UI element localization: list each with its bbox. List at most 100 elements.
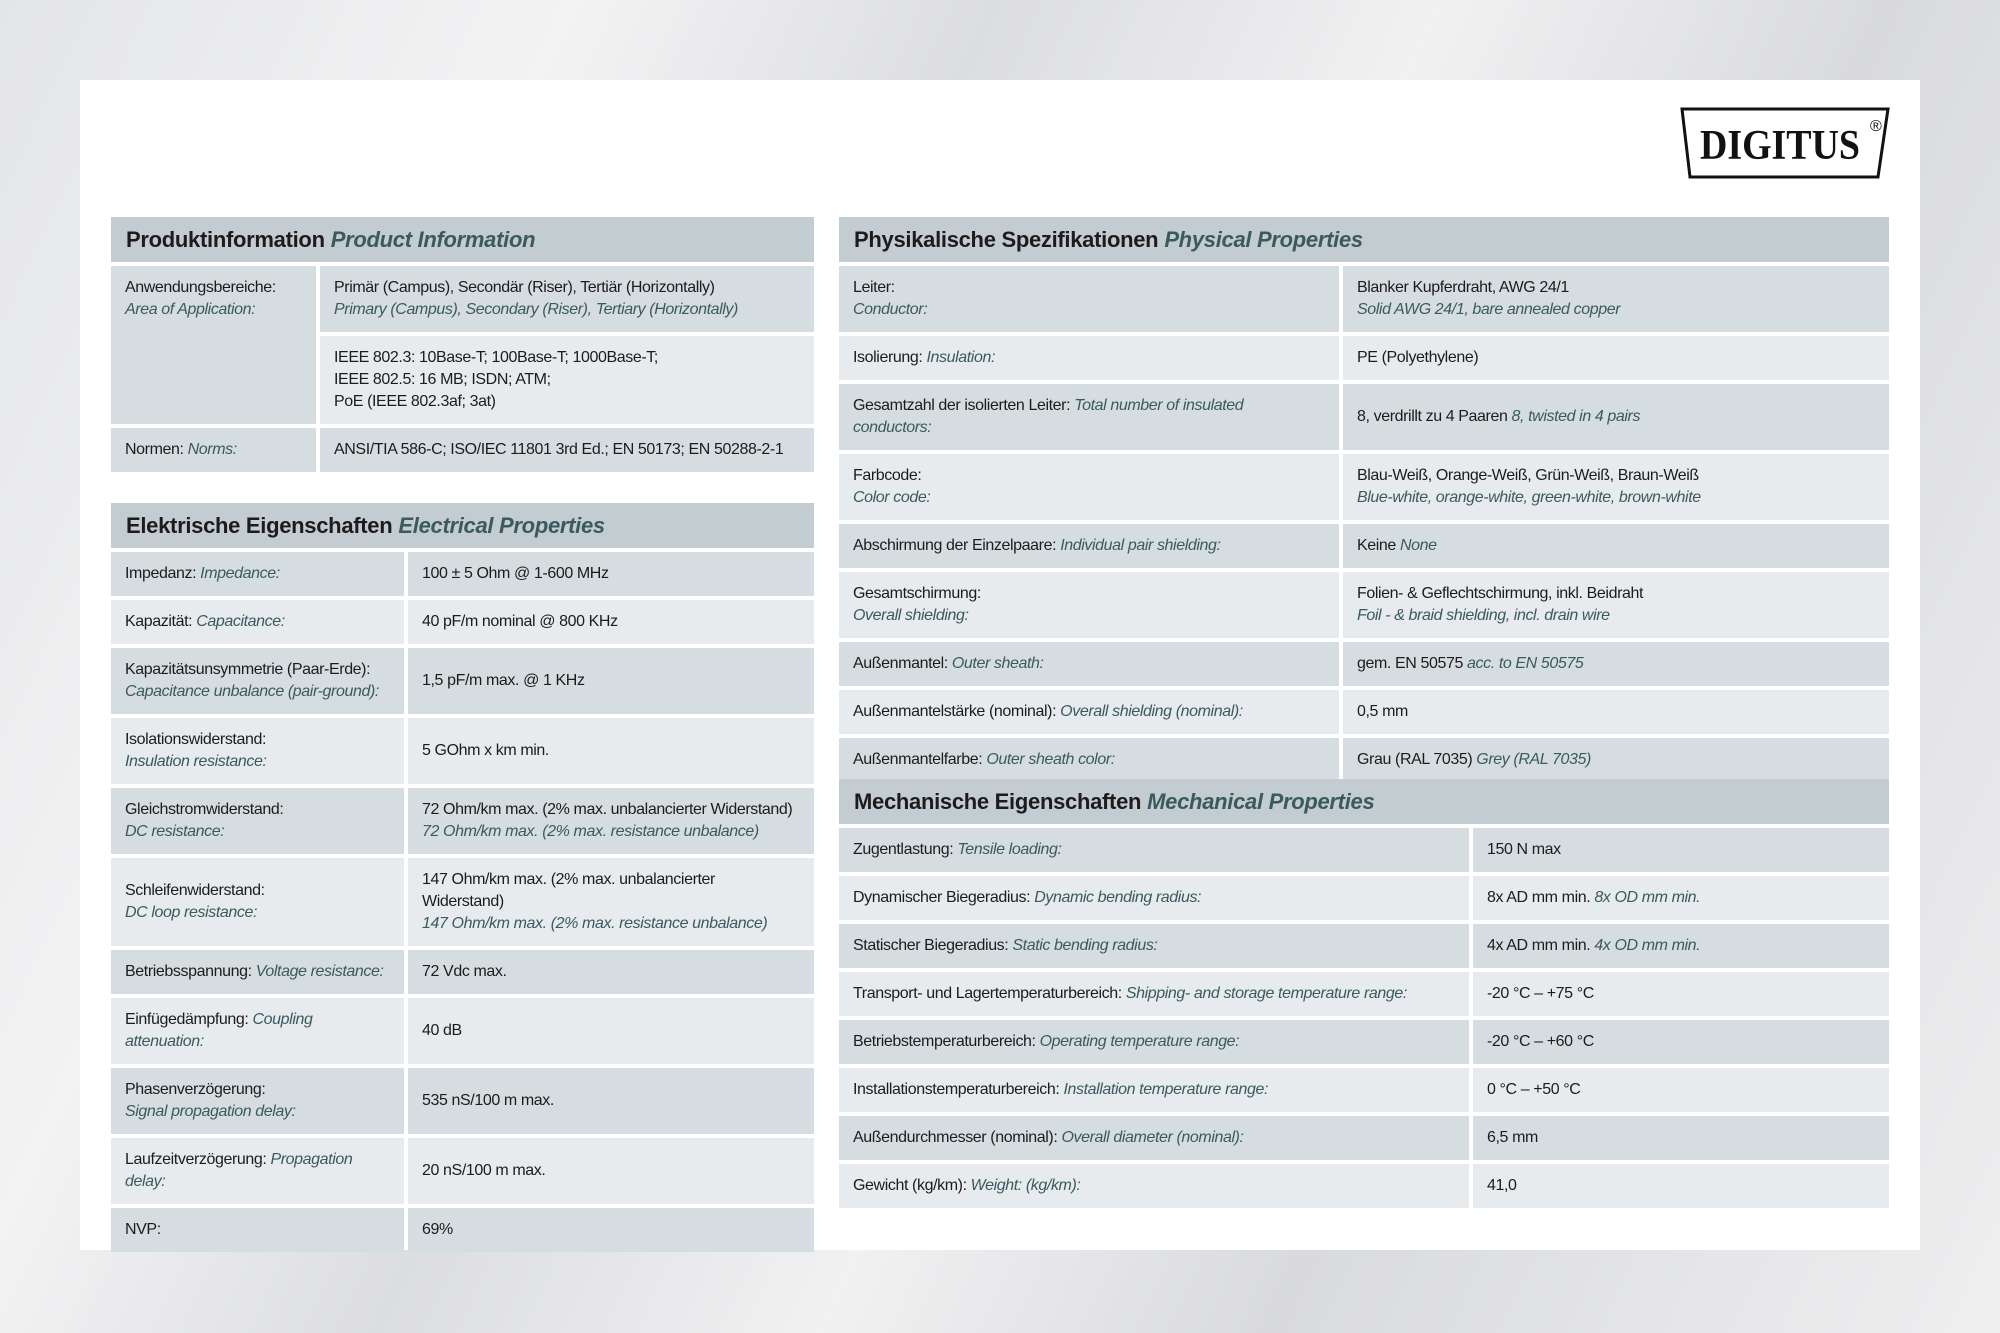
value-de: 40 dB	[422, 1022, 462, 1039]
label-cell: Außendurchmesser (nominal): Overall diam…	[839, 1116, 1469, 1160]
label-de: Abschirmung der Einzelpaare:	[853, 537, 1057, 554]
value-cell: PE (Polyethylene)	[1343, 336, 1889, 380]
title-de: Mechanische Eigenschaften	[854, 788, 1142, 814]
label-cell: Außenmantel: Outer sheath:	[839, 642, 1339, 686]
title-de: Physikalische Spezifikationen	[854, 226, 1159, 252]
svg-text:®: ®	[1870, 118, 1882, 135]
product-information-table: Produktinformation Product Information A…	[111, 217, 814, 476]
value-en: 147 Ohm/km max. (2% max. resistance unba…	[422, 915, 768, 932]
table-row: Außenmantel: Outer sheath: gem. EN 50575 …	[839, 642, 1889, 686]
label-cell: NVP:	[111, 1208, 404, 1252]
label-de: Transport- und Lagertemperaturbereich:	[853, 985, 1122, 1002]
value-de: Blanker Kupferdraht, AWG 24/1	[1357, 279, 1569, 296]
value-en: acc. to EN 50575	[1467, 655, 1584, 672]
table-row: Schleifenwiderstand: DC loop resistance: 1…	[111, 858, 814, 946]
label-en: Color code:	[853, 489, 931, 506]
label-en: DC resistance:	[125, 823, 225, 840]
table-row: Zugentlastung: Tensile loading: 150 N max	[839, 828, 1889, 872]
value-cell: Grau (RAL 7035) Grey (RAL 7035)	[1343, 738, 1889, 782]
table-row: Betriebsspannung: Voltage resistance: 72 …	[111, 950, 814, 994]
value-cell: 40 dB	[408, 998, 814, 1064]
value-en: 8x OD mm min.	[1594, 889, 1701, 906]
value-cell: 8, verdrillt zu 4 Paaren 8, twisted in 4…	[1343, 384, 1889, 450]
label-de: Zugentlastung:	[853, 841, 954, 858]
label-de: Kapazitätsunsymmetrie (Paar-Erde):	[125, 661, 371, 678]
value-de: 20 nS/100 m max.	[422, 1162, 546, 1179]
value-de: 4x AD mm min.	[1487, 937, 1591, 954]
label-de: Außenmantel:	[853, 655, 948, 672]
title-de: Elektrische Eigenschaften	[126, 512, 393, 538]
table-row: Isolierung: Insulation: PE (Polyethylene)	[839, 336, 1889, 380]
value-en: 8, twisted in 4 pairs	[1511, 408, 1641, 425]
label-en: Signal propagation delay:	[125, 1103, 296, 1120]
label-de: Betriebstemperaturbereich:	[853, 1033, 1036, 1050]
table-row: Kapazität: Capacitance: 40 pF/m nominal @…	[111, 600, 814, 644]
label-en: Area of Application:	[125, 301, 256, 318]
label-en: Capacitance:	[196, 613, 285, 630]
label-cell: Gleichstromwiderstand: DC resistance:	[111, 788, 404, 854]
value-en: Primary (Campus), Secondary (Riser), Ter…	[334, 301, 738, 318]
table-row: Transport- und Lagertemperaturbereich: S…	[839, 972, 1889, 1016]
value-cell: 147 Ohm/km max. (2% max. unbalancierter …	[408, 858, 814, 946]
label-en: Outer sheath color:	[986, 751, 1115, 768]
label-en: Individual pair shielding:	[1060, 537, 1221, 554]
label-de: Phasenverzögerung:	[125, 1081, 266, 1098]
label-de: Installationstemperaturbereich:	[853, 1081, 1060, 1098]
table-row: Gleichstromwiderstand: DC resistance: 72 O…	[111, 788, 814, 854]
table-row: Isolationswiderstand: Insulation resistan…	[111, 718, 814, 784]
value-de: 1,5 pF/m max. @ 1 KHz	[422, 672, 585, 689]
value-de: 6,5 mm	[1487, 1129, 1538, 1146]
label-en: Overall shielding:	[853, 607, 969, 624]
label-en: Overall shielding (nominal):	[1060, 703, 1243, 720]
title-de: Produktinformation	[126, 226, 325, 252]
label-cell: Installationstemperaturbereich: Installa…	[839, 1068, 1469, 1112]
value-en: Grey (RAL 7035)	[1476, 751, 1591, 768]
label-de: Statischer Biegeradius:	[853, 937, 1009, 954]
label-cell: Betriebstemperaturbereich: Operating tem…	[839, 1020, 1469, 1064]
value-en: Foil - & braid shielding, incl. drain wi…	[1357, 607, 1610, 624]
label-de: Dynamischer Biegeradius:	[853, 889, 1031, 906]
value-de: Blau-Weiß, Orange-Weiß, Grün-Weiß, Braun…	[1357, 467, 1699, 484]
label-en: Overall diameter (nominal):	[1061, 1129, 1244, 1146]
label-de: Kapazität:	[125, 613, 193, 630]
value-cell: 41,0	[1473, 1164, 1889, 1208]
label-de: Isolationswiderstand:	[125, 731, 267, 748]
label-cell: Kapazität: Capacitance:	[111, 600, 404, 644]
value-de: 100 ± 5 Ohm @ 1-600 MHz	[422, 565, 609, 582]
value-de: 535 nS/100 m max.	[422, 1092, 554, 1109]
label-en: Capacitance unbalance (pair-ground):	[125, 683, 379, 700]
value-cell-standards: IEEE 802.3: 10Base-T; 100Base-T; 1000Bas…	[320, 336, 814, 424]
value-cell: 6,5 mm	[1473, 1116, 1889, 1160]
label-en: Norms:	[187, 441, 238, 458]
label-de: NVP:	[125, 1221, 161, 1238]
value-de: 150 N max	[1487, 841, 1561, 858]
label-de: Betriebsspannung:	[125, 963, 252, 980]
label-en: Weight: (kg/km):	[970, 1177, 1081, 1194]
value-cell: 150 N max	[1473, 828, 1889, 872]
label-en: Coupling attenuation:	[125, 1011, 313, 1050]
value-cell: 5 GOhm x km min.	[408, 718, 814, 784]
label-cell: Schleifenwiderstand: DC loop resistance:	[111, 858, 404, 946]
value-en: Solid AWG 24/1, bare annealed copper	[1357, 301, 1621, 318]
table-row: Einfügedämpfung: Coupling attenuation: 40…	[111, 998, 814, 1064]
label-cell: Phasenverzögerung: Signal propagation del…	[111, 1068, 404, 1134]
label-en: Insulation resistance:	[125, 753, 267, 770]
table-row: Abschirmung der Einzelpaare: Individual …	[839, 524, 1889, 568]
table-row: Betriebstemperaturbereich: Operating tem…	[839, 1020, 1889, 1064]
table-row: Kapazitätsunsymmetrie (Paar-Erde): Capaci…	[111, 648, 814, 714]
physical-properties-table: Physikalische Spezifikationen Physical Pr…	[839, 217, 1889, 786]
value-de: Primär (Campus), Secondär (Riser), Terti…	[334, 279, 715, 296]
label-cell: Einfügedämpfung: Coupling attenuation:	[111, 998, 404, 1064]
value-cell: 72 Ohm/km max. (2% max. unbalancierter W…	[408, 788, 814, 854]
svg-text:DIGITUS: DIGITUS	[1700, 123, 1860, 169]
value-cell: -20 °C – +75 °C	[1473, 972, 1889, 1016]
value-cell: 100 ± 5 Ohm @ 1-600 MHz	[408, 552, 814, 596]
table-row: Gewicht (kg/km): Weight: (kg/km): 41,0	[839, 1164, 1889, 1208]
value-cell: 40 pF/m nominal @ 800 KHz	[408, 600, 814, 644]
value-de: gem. EN 50575	[1357, 655, 1463, 672]
value-de: Grau (RAL 7035)	[1357, 751, 1473, 768]
value-cell: Primär (Campus), Secondär (Riser), Terti…	[320, 266, 814, 332]
label-en: Total number of insulated conductors:	[853, 397, 1244, 436]
value-de: 72 Vdc max.	[422, 963, 507, 980]
label-de: Gesamtzahl der isolierten Leiter:	[853, 397, 1071, 414]
